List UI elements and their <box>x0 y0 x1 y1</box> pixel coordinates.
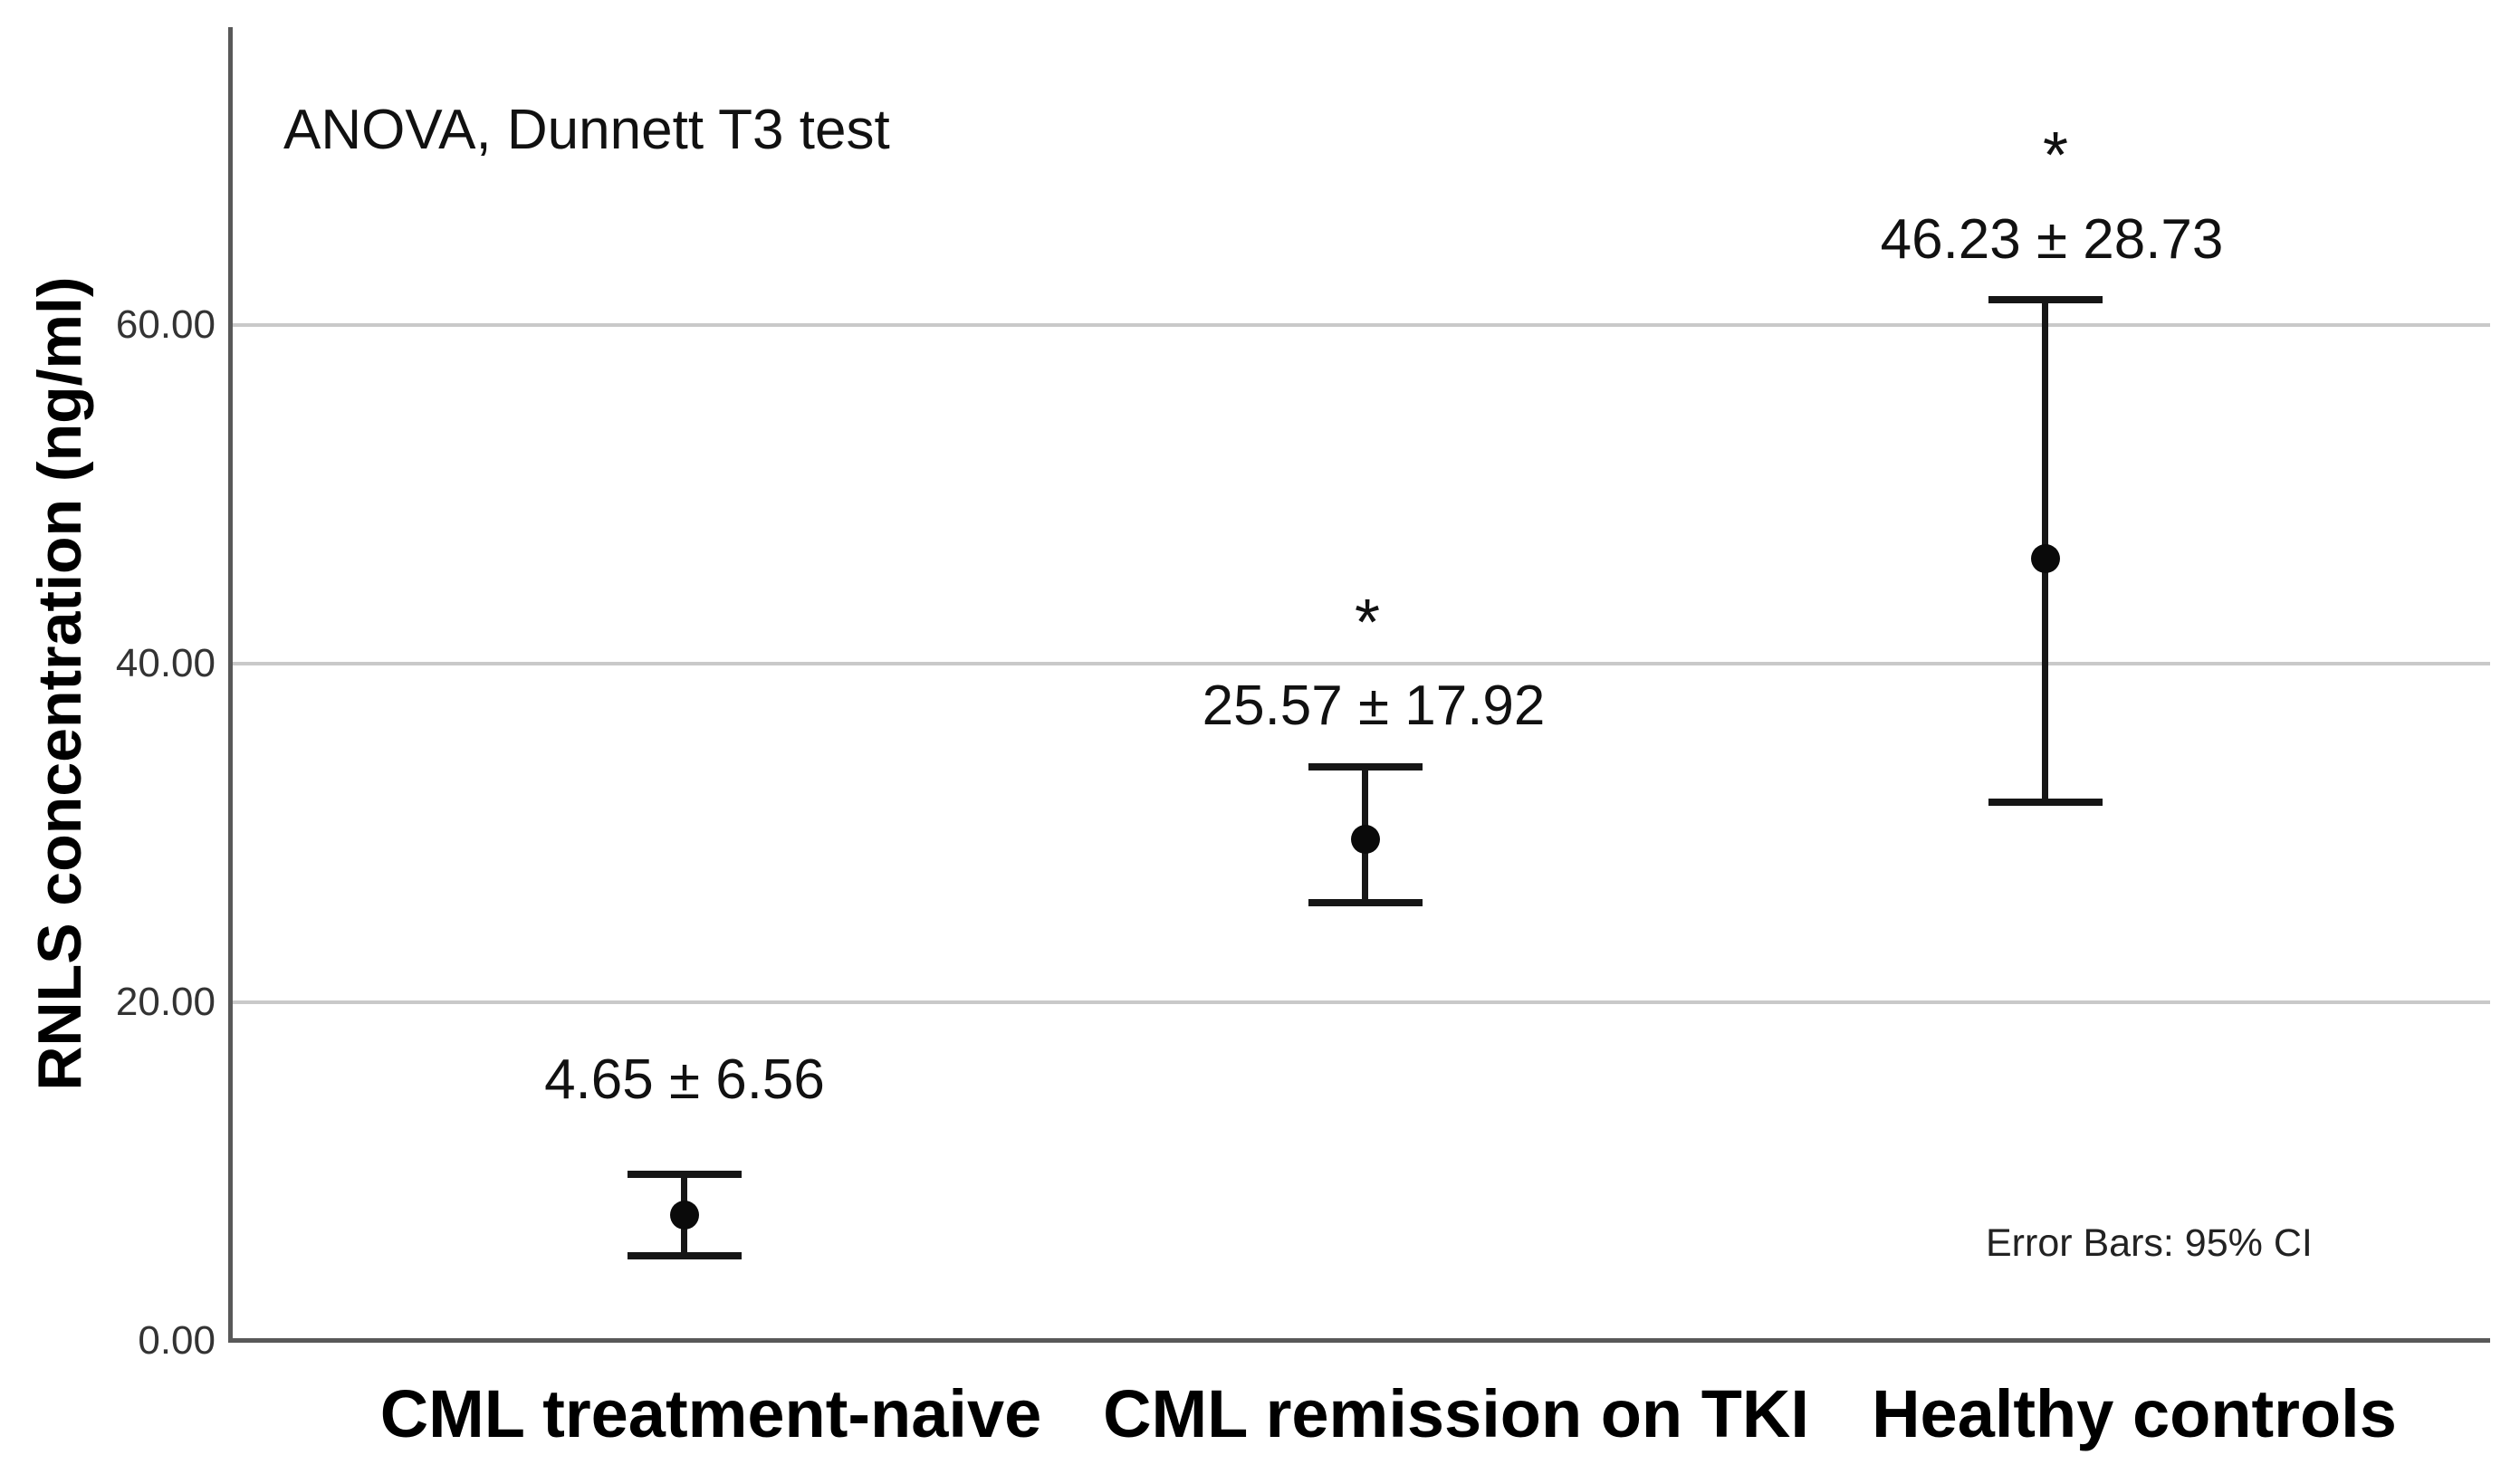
gridline-40 <box>231 662 2490 665</box>
group-2-significance-asterisk: * <box>1354 587 1381 659</box>
y-axis-title: RNLS concentration (ng/ml) <box>25 276 94 1091</box>
x-axis-line <box>228 1338 2490 1343</box>
error-bars-footnote: Error Bars: 95% CI <box>1986 1221 2313 1265</box>
group-3-ci-cap-upper <box>1988 296 2103 303</box>
gridline-60 <box>231 323 2490 327</box>
group-3-mean-marker <box>2031 544 2060 573</box>
y-tick-20: 20.00 <box>115 980 216 1024</box>
y-tick-40: 40.00 <box>115 641 216 685</box>
group-2-ci-cap-lower <box>1308 899 1423 906</box>
group-1-category-label: CML treatment-naive <box>379 1376 1042 1451</box>
group-2-mean-marker <box>1351 825 1380 854</box>
y-tick-0: 0.00 <box>138 1318 216 1363</box>
gridline-20 <box>231 1000 2490 1004</box>
group-1-mean-marker <box>670 1201 699 1230</box>
group-2-category-label: CML remission on TKI <box>1103 1376 1809 1451</box>
group-3-category-label: Healthy controls <box>1872 1376 2397 1451</box>
y-tick-60: 60.00 <box>115 302 216 347</box>
group-1-value-label: 4.65 ± 6.56 <box>544 1048 825 1111</box>
group-2-ci-cap-upper <box>1308 763 1423 770</box>
group-1-ci-cap-lower <box>628 1252 742 1259</box>
y-axis-line <box>228 27 233 1341</box>
group-1-ci-cap-upper <box>628 1171 742 1178</box>
group-3-value-label: 46.23 ± 28.73 <box>1880 208 2224 271</box>
group-3-significance-asterisk: * <box>2042 120 2069 192</box>
statistical-test-note: ANOVA, Dunnett T3 test <box>283 99 890 161</box>
group-3-ci-cap-lower <box>1988 799 2103 806</box>
group-2-value-label: 25.57 ± 17.92 <box>1202 675 1546 737</box>
